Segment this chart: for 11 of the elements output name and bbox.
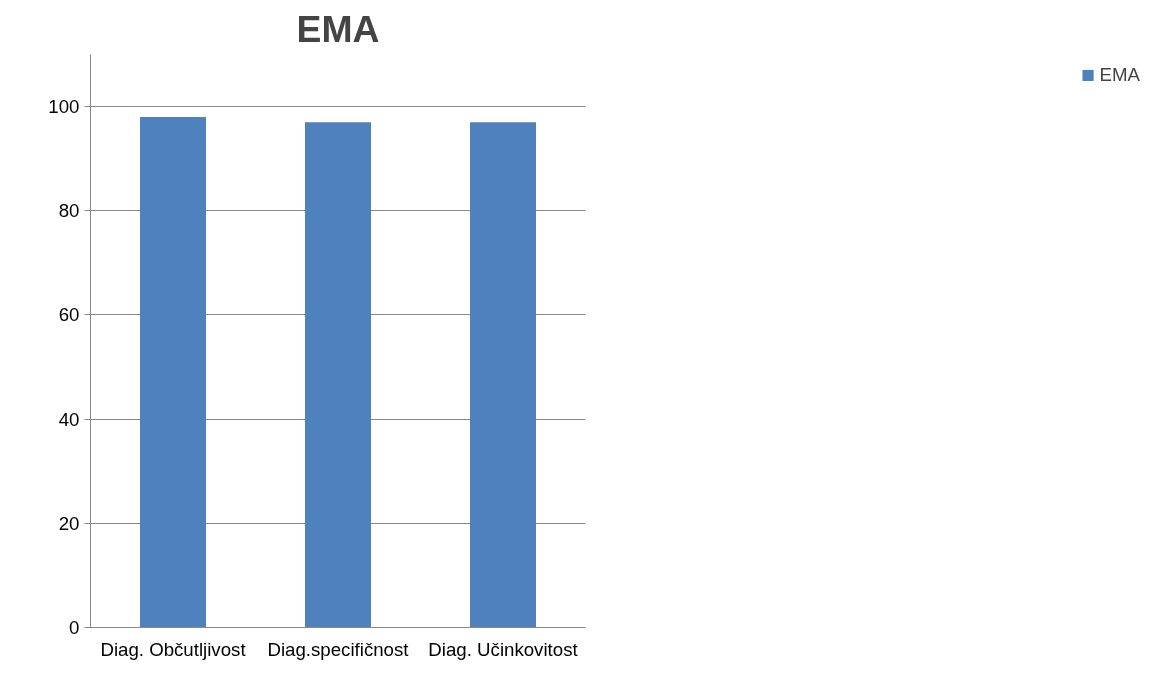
- y-tick-label: 100: [48, 96, 80, 118]
- chart-title: EMA: [296, 7, 380, 50]
- x-tick-label: Diag. Občutljivost: [100, 638, 247, 660]
- y-tick-label: 40: [58, 408, 80, 430]
- x-tick-label: Diag. Učinkovitost: [428, 638, 579, 660]
- y-tick-label: 20: [58, 512, 80, 534]
- legend-label: EMA: [1099, 64, 1140, 86]
- x-tick-label: Diag.specifičnost: [267, 638, 410, 660]
- y-tick-label: 80: [58, 200, 80, 222]
- y-tick-label: 60: [58, 304, 80, 326]
- y-tick-label: 0: [69, 617, 80, 638]
